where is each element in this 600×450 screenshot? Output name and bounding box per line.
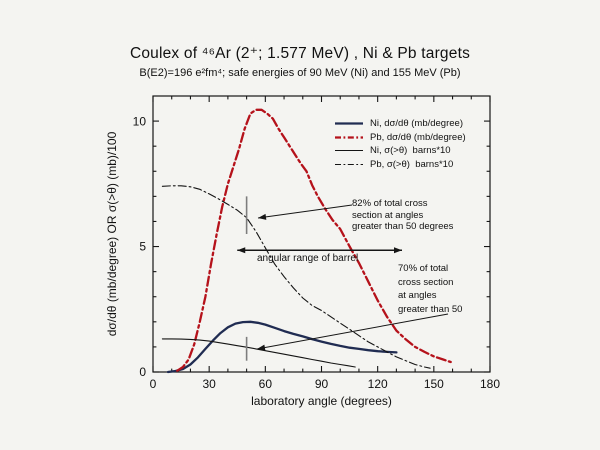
x-tick-label: 60 <box>259 377 273 391</box>
x-tick-label: 30 <box>202 377 216 391</box>
arrowhead <box>237 247 246 254</box>
chart-subtitle: B(E2)=196 e²fm⁴; safe energies of 90 MeV… <box>139 67 461 79</box>
legend-swatch-line <box>335 150 363 152</box>
curve-2 <box>176 108 452 372</box>
x-tick-label: 90 <box>315 377 329 391</box>
legend-item: Pb, σ(>θ) barns*10 <box>334 159 466 170</box>
arrowhead <box>258 213 267 220</box>
legend-label: Ni, dσ/dθ (mb/degree) <box>370 118 463 130</box>
arrow-line <box>257 204 353 219</box>
annotation-70pct: 70% of total cross section at angles gre… <box>398 263 463 315</box>
legend-swatch-line <box>335 122 363 125</box>
x-tick-label: 120 <box>368 377 388 391</box>
curve-3 <box>161 338 356 368</box>
legend-swatch-line <box>335 136 363 139</box>
arrowhead <box>257 344 266 351</box>
y-tick-label: 5 <box>139 240 146 254</box>
legend-item: Ni, dσ/dθ (mb/degree) <box>334 118 466 129</box>
legend-item: Ni, σ(>θ) barns*10 <box>334 145 466 156</box>
legend-label: Pb, σ(>θ) barns*10 <box>370 158 454 170</box>
legend-item: Pb, dσ/dθ (mb/degree) <box>334 132 466 143</box>
x-tick-label: 150 <box>424 377 444 391</box>
legend: Ni, dσ/dθ (mb/degree) Pb, dσ/dθ (mb/degre… <box>334 118 466 170</box>
annotation-82pct: 82% of total cross section at angles gre… <box>352 198 454 232</box>
data-curves <box>161 108 452 374</box>
annotation-barrel-range: angular range of barrel <box>257 253 359 264</box>
chart-title: Coulex of ⁴⁶Ar (2⁺; 1.577 MeV) , Ni & Pb… <box>129 45 471 62</box>
y-tick-label: 10 <box>133 114 147 128</box>
legend-label: Ni, σ(>θ) barns*10 <box>370 145 451 157</box>
legend-swatch-line <box>335 163 363 165</box>
x-tick-label: 180 <box>480 377 500 391</box>
arrow-line <box>256 313 449 350</box>
y-tick-label: 0 <box>139 365 146 379</box>
x-tick-label: 0 <box>150 377 157 391</box>
legend-label: Pb, dσ/dθ (mb/degree) <box>370 131 466 143</box>
curve-1 <box>166 320 398 374</box>
annotation-arrows <box>237 196 449 361</box>
tick-labels: 0 30 60 90 120 150 180 0 5 10 <box>133 114 501 391</box>
x-axis-label: laboratory angle (degrees) <box>251 394 392 408</box>
arrowhead <box>394 247 403 254</box>
y-axis-label: dσ/dθ (mb/degree) OR σ(>θ) (mb)/100 <box>105 131 119 337</box>
axis-ticks <box>152 96 491 373</box>
